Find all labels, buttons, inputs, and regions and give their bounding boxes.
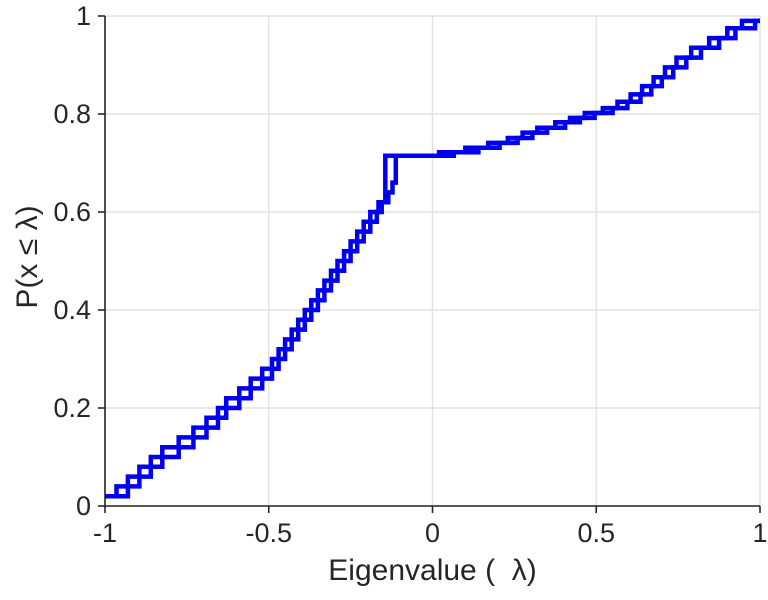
y-tick-label: 0.6 [53,197,91,227]
x-tick-label: -0.5 [245,518,292,548]
x-tick-label: 0 [425,518,440,548]
x-tick-label: -1 [93,518,117,548]
y-axis-label: P(x ≤ λ) [11,205,44,309]
y-tick-label: 0 [76,491,91,521]
y-tick-label: 0.2 [53,393,91,423]
y-tick-label: 0.4 [53,295,91,325]
y-tick-label: 1 [76,1,91,31]
ecdf-curve-2 [105,18,760,499]
y-tick-label: 0.8 [53,99,91,129]
x-axis-label: Eigenvalue ( λ) [328,554,537,587]
x-tick-label: 0.5 [577,518,615,548]
x-tick-label: 1 [752,518,767,548]
